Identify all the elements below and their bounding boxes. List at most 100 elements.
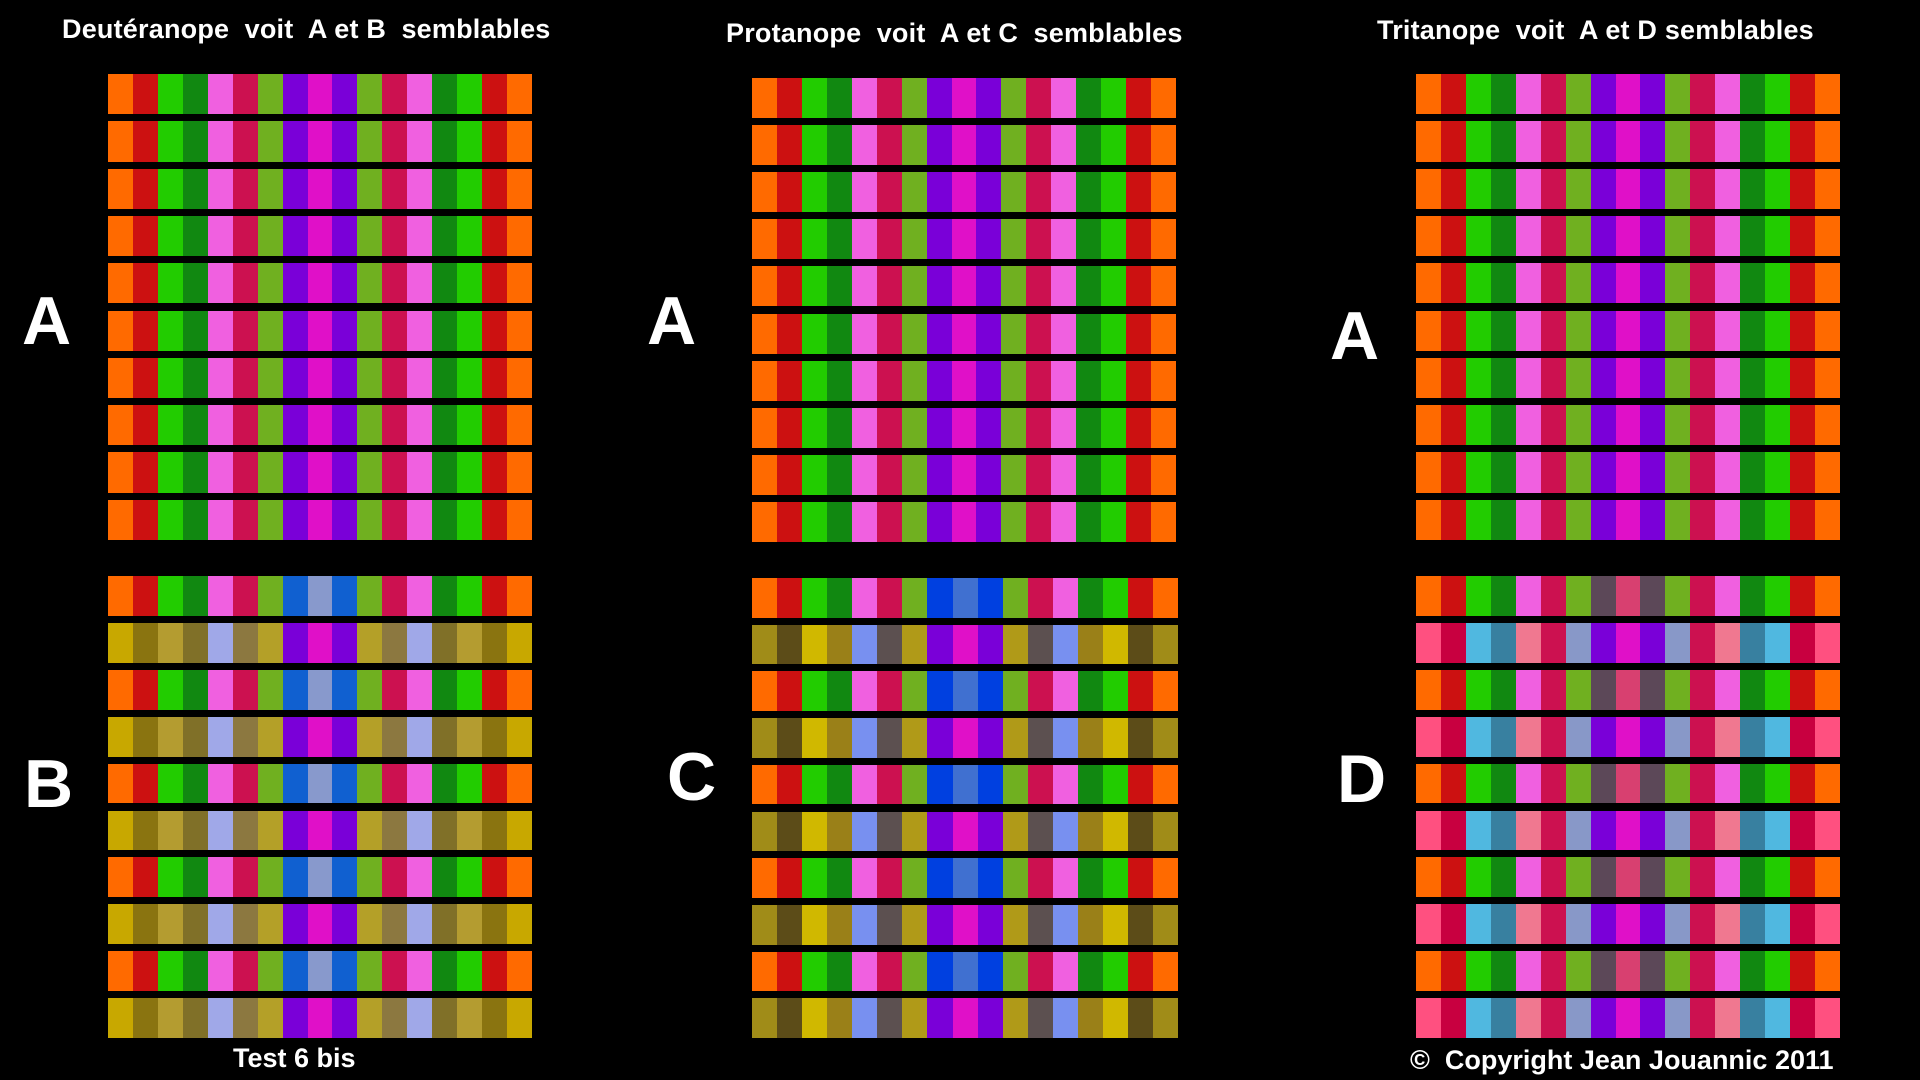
color-cell: [1001, 454, 1027, 495]
color-cell: [952, 998, 978, 1038]
color-cell: [1765, 263, 1791, 304]
color-cell: [357, 669, 383, 710]
color-cell: [407, 263, 433, 304]
color-cell: [207, 263, 233, 304]
color-cell: [1490, 576, 1516, 616]
color-strip: [108, 576, 532, 616]
letter-a-middle: A: [647, 283, 697, 359]
color-cell: [1690, 452, 1716, 493]
color-cell: [432, 716, 458, 757]
color-cell: [207, 499, 233, 540]
color-cell: [1151, 407, 1176, 448]
color-cell: [1126, 407, 1151, 448]
color-cell: [357, 405, 383, 446]
color-cell: [157, 904, 183, 945]
color-cell: [207, 357, 233, 399]
color-strip: [1416, 904, 1840, 945]
color-cell: [307, 669, 333, 710]
color-cell: [801, 219, 827, 260]
color-cell: [382, 857, 408, 898]
color-cell: [1815, 310, 1840, 351]
color-cell: [976, 78, 1002, 119]
color-cell: [877, 951, 903, 992]
color-cell: [801, 501, 827, 542]
color-cell: [1565, 576, 1591, 616]
color-cell: [1815, 904, 1840, 945]
color-cell: [951, 360, 977, 401]
color-strip: [108, 857, 532, 898]
color-cell: [457, 310, 483, 351]
color-cell: [1790, 357, 1815, 399]
color-cell: [1740, 499, 1766, 540]
color-cell: [1440, 74, 1466, 115]
color-cell: [752, 313, 777, 354]
color-cell: [182, 215, 208, 257]
color-cell: [1540, 857, 1566, 898]
color-cell: [902, 578, 928, 618]
color-strip: [108, 310, 532, 351]
color-cell: [332, 121, 358, 162]
color-cell: [777, 811, 803, 852]
color-cell: [927, 998, 953, 1038]
color-cell: [1153, 578, 1179, 618]
color-cell: [1101, 266, 1127, 307]
color-cell: [1127, 764, 1153, 805]
color-cell: [752, 624, 778, 665]
color-cell: [332, 904, 358, 945]
color-cell: [332, 310, 358, 351]
color-cell: [1690, 405, 1716, 446]
color-cell: [1001, 360, 1027, 401]
color-cell: [1490, 263, 1516, 304]
color-cell: [1490, 763, 1516, 804]
color-cell: [132, 215, 158, 257]
color-cell: [951, 454, 977, 495]
color-cell: [1765, 121, 1791, 162]
color-cell: [232, 168, 258, 209]
color-cell: [1051, 360, 1077, 401]
color-cell: [1052, 951, 1078, 992]
color-cell: [876, 219, 902, 260]
color-cell: [852, 811, 878, 852]
color-cell: [507, 669, 532, 710]
color-cell: [1026, 454, 1052, 495]
color-strip: [1416, 622, 1840, 663]
color-cell: [307, 998, 333, 1038]
color-cell: [1515, 904, 1541, 945]
color-cell: [1153, 671, 1179, 712]
color-cell: [482, 669, 507, 710]
color-cell: [1151, 219, 1176, 260]
color-cell: [977, 718, 1003, 758]
color-cell: [1740, 405, 1766, 446]
color-cell: [1540, 669, 1566, 710]
color-cell: [776, 78, 802, 119]
color-cell: [1052, 671, 1078, 712]
color-cell: [207, 904, 233, 945]
color-cell: [257, 951, 283, 992]
color-cell: [1565, 263, 1591, 304]
color-cell: [1126, 501, 1151, 542]
color-cell: [951, 78, 977, 119]
color-cell: [1665, 405, 1691, 446]
color-cell: [457, 576, 483, 616]
color-cell: [332, 763, 358, 804]
color-cell: [752, 858, 778, 898]
color-cell: [482, 499, 507, 540]
color-cell: [1665, 857, 1691, 898]
color-cell: [257, 168, 283, 209]
color-cell: [382, 499, 408, 540]
color-cell: [902, 858, 928, 898]
color-cell: [1715, 857, 1741, 898]
color-cell: [1515, 810, 1541, 851]
color-cell: [927, 904, 953, 945]
color-cell: [457, 168, 483, 209]
color-cell: [457, 810, 483, 851]
color-cell: [1815, 357, 1840, 399]
color-cell: [1515, 263, 1541, 304]
letter-a-right: A: [1330, 298, 1380, 374]
color-cell: [1665, 763, 1691, 804]
color-cell: [507, 168, 532, 209]
color-cell: [976, 219, 1002, 260]
color-cell: [1740, 622, 1766, 663]
color-cell: [826, 313, 852, 354]
color-cell: [108, 904, 133, 945]
